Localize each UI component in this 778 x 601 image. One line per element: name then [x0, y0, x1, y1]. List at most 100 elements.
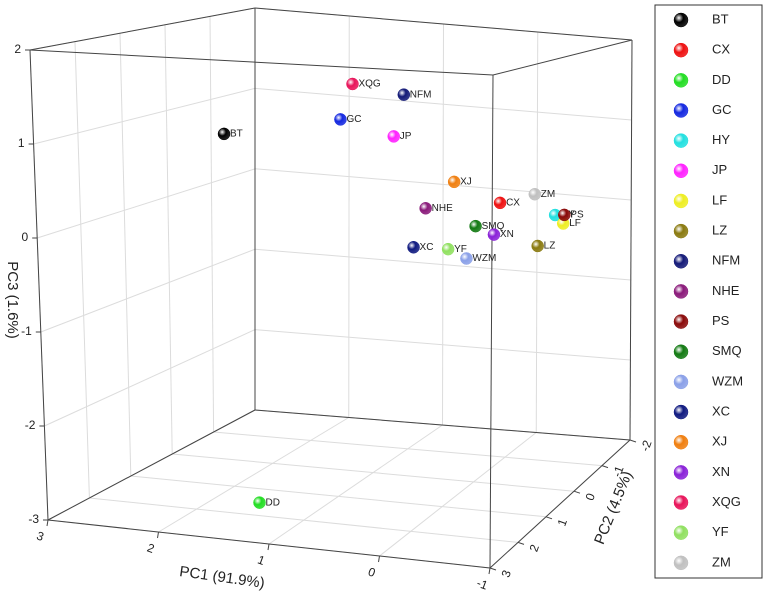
- tick-mark: [517, 541, 525, 545]
- x-tick-label: 2: [145, 541, 156, 557]
- data-point: [397, 88, 411, 101]
- data-point: [460, 252, 473, 265]
- tick-mark: [157, 531, 159, 539]
- point-label: XC: [420, 242, 434, 253]
- box-edge: [254, 409, 631, 441]
- legend-label: CX: [712, 42, 730, 57]
- data-point: [334, 113, 347, 126]
- y-tick-label: 2: [527, 542, 543, 553]
- box-edge: [629, 39, 633, 441]
- data-point: [217, 127, 231, 141]
- points: BTCXDDGCHYJPLFLZNFMNHEPSSMQWZMXCXJXNXQGY…: [217, 77, 584, 509]
- point-label: DD: [265, 497, 279, 508]
- box-edge: [489, 439, 631, 569]
- legend-marker: [673, 284, 689, 299]
- legend-marker: [673, 374, 689, 390]
- legend-marker: [673, 42, 689, 58]
- legend-label: XJ: [712, 434, 727, 449]
- grid-line: [268, 424, 443, 545]
- legend-label: XC: [712, 403, 730, 418]
- legend-label: HY: [712, 132, 730, 147]
- legend-marker: [673, 465, 689, 480]
- data-point: [528, 187, 542, 201]
- grid-line: [209, 16, 215, 433]
- legend-label: YF: [712, 524, 729, 539]
- data-point: [469, 219, 482, 233]
- data-point: [407, 241, 420, 254]
- z-axis-title: PC3 (1.6%): [4, 261, 21, 339]
- grid-line: [348, 15, 350, 418]
- tick-mark: [601, 465, 609, 469]
- point-label: XQG: [358, 79, 380, 90]
- grid: [29, 7, 633, 569]
- grid-line: [164, 24, 173, 455]
- grid-line: [40, 248, 256, 333]
- point-label: LZ: [544, 241, 556, 252]
- legend-marker: [673, 495, 689, 510]
- z-tick-label: -2: [25, 418, 36, 432]
- legend-label: BT: [712, 11, 729, 26]
- y-tick-label: 1: [555, 517, 571, 528]
- tick-mark: [489, 567, 497, 571]
- legend-label: GC: [712, 102, 732, 117]
- point-label: SMQ: [482, 221, 505, 232]
- z-tick-label: 2: [14, 42, 21, 56]
- grid-line: [535, 31, 539, 433]
- grid-line: [379, 432, 537, 557]
- legend-marker: [673, 555, 689, 571]
- grid-line: [37, 168, 256, 239]
- point-label: PS: [570, 210, 584, 221]
- legend-marker: [673, 344, 689, 359]
- point-label: CX: [506, 197, 520, 208]
- point-label: GC: [346, 114, 361, 125]
- legend-label: NHE: [712, 283, 740, 298]
- legend-marker: [673, 103, 689, 118]
- point-label: XJ: [460, 176, 472, 187]
- legend-marker: [673, 525, 689, 540]
- legend-label: ZM: [712, 554, 731, 569]
- box-edge: [254, 7, 633, 41]
- legend-label: PS: [712, 313, 730, 328]
- box-edge: [29, 7, 256, 51]
- legend-label: SMQ: [712, 343, 742, 358]
- tick-mark: [488, 567, 491, 575]
- box-edge: [489, 74, 494, 569]
- box-edge: [29, 49, 49, 521]
- point-label: NHE: [432, 203, 453, 214]
- box: [29, 7, 633, 569]
- legend-label: NFM: [712, 253, 740, 268]
- y-tick-label: -1: [610, 464, 627, 479]
- grid-line: [119, 33, 132, 477]
- tick-mark: [629, 439, 637, 443]
- point-label: XN: [500, 229, 514, 240]
- data-point: [531, 239, 544, 253]
- grid-line: [254, 168, 632, 201]
- point-label: ZM: [541, 189, 555, 200]
- point-label: YF: [454, 244, 467, 255]
- z-tick-label: 0: [22, 230, 29, 244]
- box-edge: [29, 49, 494, 76]
- grid-line: [442, 23, 444, 426]
- grid-line: [254, 329, 631, 361]
- axes: -3 -2 -1 0 1 2 -1 0 1 2 3 -2 -1 0 1 2 3 PC1 (91.9%) PC2 (4…: [4, 42, 655, 593]
- data-point: [447, 175, 461, 189]
- grid-line: [33, 87, 256, 145]
- tick-mark: [573, 490, 581, 494]
- legend-marker: [673, 223, 689, 239]
- legend-marker: [673, 314, 689, 329]
- point-label: LF: [569, 218, 581, 229]
- legend-frame: [654, 4, 763, 579]
- data-point: [387, 130, 400, 143]
- legend-marker: [673, 434, 689, 450]
- x-axis-title: PC1 (91.9%): [178, 563, 265, 592]
- x-tick-label: 1: [256, 553, 267, 569]
- tick-mark: [267, 543, 270, 551]
- legend-marker: [673, 404, 689, 420]
- data-point: [493, 196, 507, 210]
- y-tick-label: 3: [499, 568, 515, 579]
- x-tick-label: 3: [35, 529, 46, 545]
- z-tick-label: -3: [28, 512, 39, 526]
- legend-marker: [673, 133, 689, 148]
- data-point: [253, 496, 266, 509]
